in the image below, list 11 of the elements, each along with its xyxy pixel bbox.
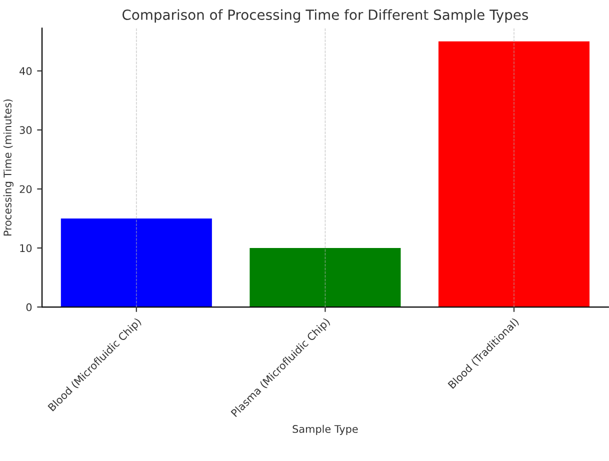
x-axis-title: Sample Type [292, 424, 358, 435]
y-axis-title: Processing Time (minutes) [3, 99, 14, 236]
y-tick-label: 0 [26, 303, 32, 312]
y-tick-label: 20 [20, 185, 32, 194]
y-tick-label: 30 [20, 126, 32, 134]
y-tick-label: 40 [20, 67, 32, 76]
chart-title: Comparison of Processing Time for Different Sample Types [122, 9, 528, 23]
bar [60, 218, 212, 308]
bar [250, 248, 401, 308]
bar [438, 41, 590, 308]
y-tick-label: 10 [20, 244, 32, 252]
